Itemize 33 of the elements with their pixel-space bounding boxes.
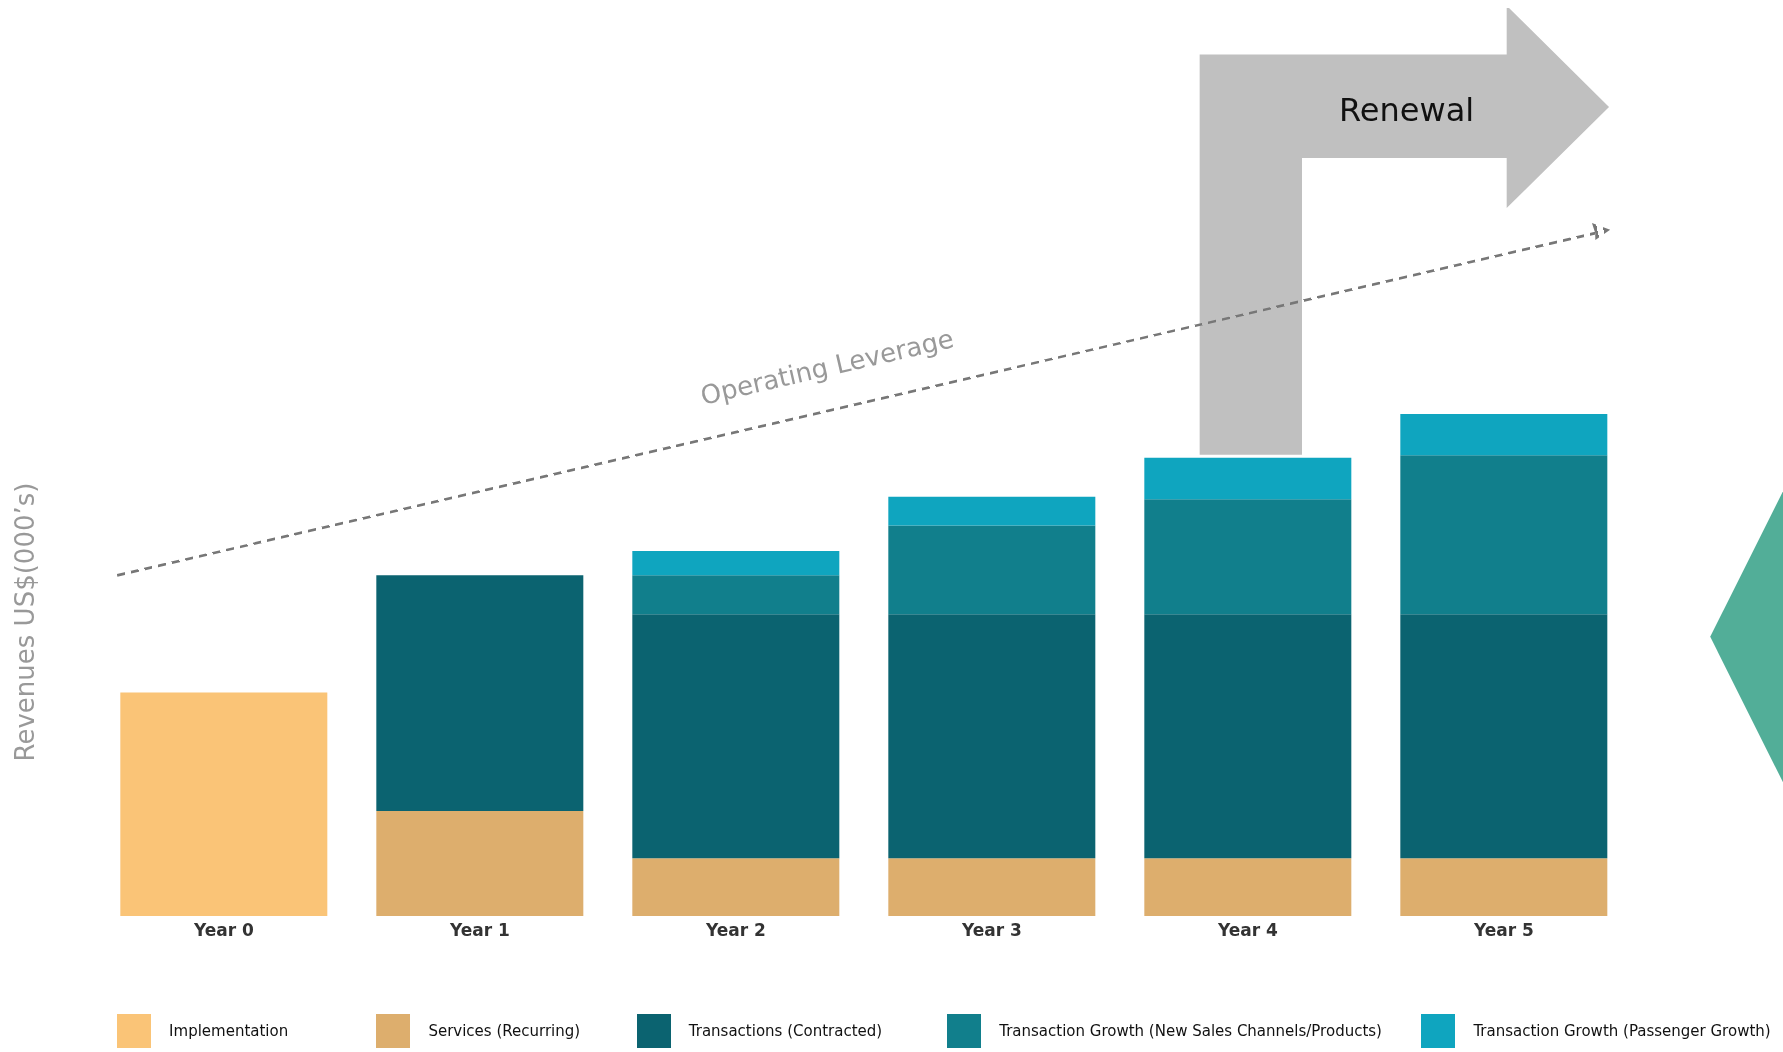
bar (1400, 414, 1608, 456)
bar (888, 525, 1096, 615)
bar (1400, 858, 1608, 916)
text: Operating Leverage (697, 323, 957, 411)
x-tick-label: Year 5 (1473, 920, 1534, 941)
bar (632, 858, 840, 916)
bar (376, 575, 584, 812)
bar (1144, 499, 1352, 615)
bar (888, 858, 1096, 916)
x-tick-label: Year 2 (705, 920, 766, 941)
x-tick-label: Year 4 (1217, 920, 1279, 941)
bar (376, 811, 584, 916)
bar (888, 614, 1096, 859)
bar (632, 575, 840, 615)
x-tick-label: Year 3 (961, 920, 1022, 941)
legend-label: Transactions (Contracted) (688, 1022, 883, 1040)
bar (1400, 614, 1608, 859)
text: Renewal (1339, 91, 1475, 130)
bar (1144, 457, 1352, 500)
legend-label: Implementation (169, 1022, 289, 1040)
bar (120, 692, 328, 916)
legend-label: Transaction Growth (New Sales Channels/Products) (999, 1022, 1382, 1040)
bar (1144, 614, 1352, 859)
bar (1400, 455, 1608, 615)
y-axis-title: Revenues US$(000’s) (10, 482, 41, 762)
x-tick-label: Year 0 (193, 920, 255, 941)
x-tick-label: Year 1 (449, 920, 510, 941)
legend-label: Transaction Growth (Passenger Growth) (1473, 1022, 1771, 1040)
bar (632, 551, 840, 576)
bar (632, 614, 840, 859)
bar (888, 496, 1096, 526)
legend-label: Services (Recurring) (428, 1022, 581, 1040)
bar (1144, 858, 1352, 916)
